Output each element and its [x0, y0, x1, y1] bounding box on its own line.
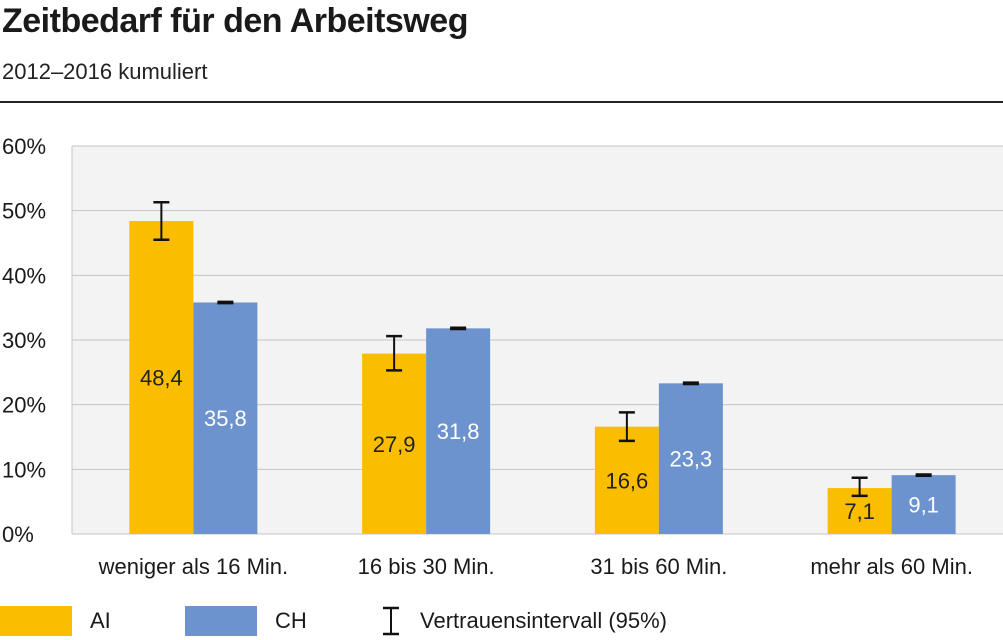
- legend: AI CH Vertrauensintervall (95%): [0, 602, 1003, 640]
- legend-label-ci: Vertrauensintervall (95%): [420, 608, 668, 633]
- y-tick-label: 40%: [2, 263, 46, 288]
- bar-ai: [362, 353, 427, 534]
- bar-value-label: 7,1: [844, 499, 875, 524]
- bar-value-label: 9,1: [908, 493, 939, 518]
- title-divider: [0, 101, 1003, 103]
- legend-item-ai: AI: [0, 602, 111, 640]
- bar-value-label: 16,6: [605, 468, 648, 493]
- x-tick-label: 31 bis 60 Min.: [590, 554, 727, 579]
- legend-label-ch: CH: [275, 608, 307, 633]
- x-tick-label: 16 bis 30 Min.: [358, 554, 495, 579]
- y-tick-label: 50%: [2, 199, 46, 224]
- bar-chart: 0% 10% 20% 30% 40% 50% 60% 48,4 35,8 weniger als …: [2, 134, 1003, 579]
- y-tick-label: 60%: [2, 134, 46, 159]
- x-tick-label: weniger als 16 Min.: [98, 554, 289, 579]
- bar-ch: [193, 302, 258, 534]
- bar-ch: [891, 475, 956, 534]
- bar-value-label: 35,8: [204, 406, 247, 431]
- y-tick-label: 0%: [2, 522, 34, 547]
- y-tick-label: 20%: [2, 393, 46, 418]
- legend-item-ci: Vertrauensintervall (95%): [380, 602, 667, 640]
- bar-ai: [594, 426, 659, 534]
- bar-value-label: 48,4: [140, 366, 183, 391]
- legend-item-ch: CH: [185, 602, 307, 640]
- chart-subtitle: 2012–2016 kumuliert: [2, 59, 208, 84]
- bar-ch: [426, 328, 491, 534]
- legend-swatch-ai: [0, 606, 72, 636]
- bar-ai: [129, 221, 194, 534]
- legend-label-ai: AI: [90, 608, 111, 633]
- y-tick-label: 10%: [2, 457, 46, 482]
- x-tick-label: mehr als 60 Min.: [810, 554, 973, 579]
- bar-value-label: 27,9: [373, 432, 416, 457]
- chart-title: Zeitbedarf für den Arbeitsweg: [2, 2, 468, 40]
- confidence-interval-icon: [383, 606, 399, 636]
- legend-swatch-ch: [185, 606, 257, 636]
- bar-ch: [658, 383, 723, 534]
- bar-value-label: 31,8: [437, 419, 480, 444]
- bar-value-label: 23,3: [669, 447, 712, 472]
- y-tick-label: 30%: [2, 328, 46, 353]
